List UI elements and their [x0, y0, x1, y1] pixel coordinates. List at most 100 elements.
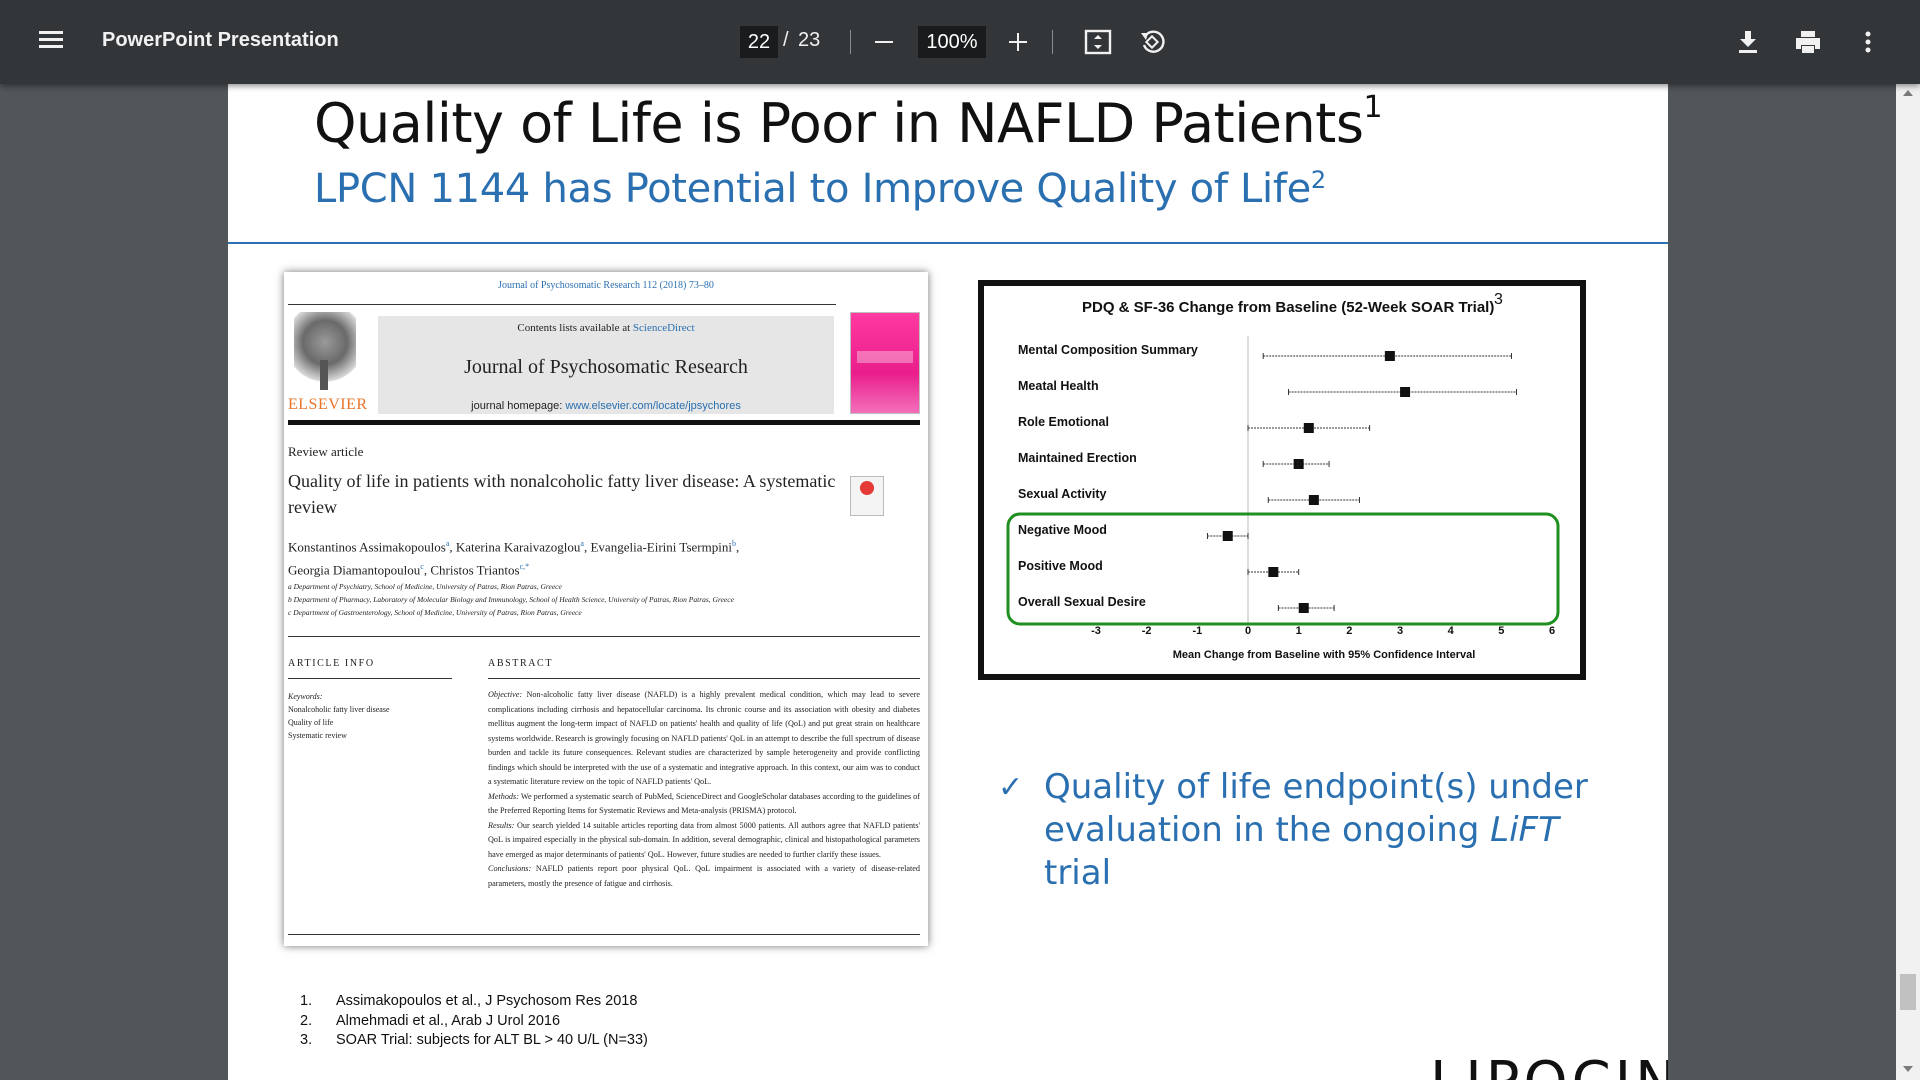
publisher-name: ELSEVIER	[288, 396, 368, 413]
document-title: PowerPoint Presentation	[102, 29, 339, 51]
x-tick-label: 0	[1245, 625, 1251, 637]
reference-number: 2.	[300, 1012, 313, 1029]
abstract-objective: Non-alcoholic fatty liver disease (NAFLD…	[488, 690, 920, 786]
print-button[interactable]	[1790, 24, 1826, 60]
author-affil: a	[580, 539, 584, 548]
x-tick-label: 6	[1549, 625, 1555, 637]
abstract-methods-label: Methods:	[488, 791, 519, 801]
row-label: Mental Composition Summary	[1018, 343, 1198, 357]
mean-point	[1268, 567, 1279, 577]
article-type: Review article	[288, 444, 364, 459]
logo-text: LIPOCINE	[1430, 1050, 1668, 1080]
reference-item: 2. Almehmadi et al., Arab J Urol 2016	[300, 1012, 648, 1032]
mean-point	[1384, 351, 1395, 361]
elsevier-tree-logo	[288, 312, 362, 410]
keyword: Nonalcoholic fatty liver disease	[288, 705, 390, 714]
keyword: Quality of life	[288, 718, 334, 727]
divider	[288, 304, 836, 305]
rotate-button[interactable]	[1134, 24, 1170, 60]
reference-number: 1.	[300, 993, 313, 1009]
contents-line: Contents lists available at ScienceDirec…	[378, 322, 834, 334]
x-axis-label: Mean Change from Baseline with 95% Confi…	[1173, 649, 1476, 661]
x-tick-label: 4	[1448, 625, 1455, 637]
author-sep: ,	[735, 539, 740, 555]
zoom-in-button[interactable]	[1000, 24, 1036, 60]
keyword: Systematic review	[288, 731, 347, 740]
author-affil: c	[420, 562, 424, 572]
abstract-results: Our search yielded 14 suitable articles …	[488, 820, 920, 859]
abstract-text: Objective: Non-alcoholic fatty liver dis…	[488, 688, 920, 891]
slide-subtitle: LPCN 1144 has Potential to Improve Quali…	[314, 166, 1326, 212]
title-divider	[228, 242, 1668, 244]
forest-plot-svg: PDQ & SF-36 Change from Baseline (52-Wee…	[1006, 291, 1560, 661]
references-list: 1. Assimakopoulos et al., J Psychosom Res…	[300, 992, 648, 1051]
slide-title-text: Quality of Life is Poor in NAFLD Patient…	[314, 92, 1364, 155]
divider	[288, 934, 920, 935]
row-label: Sexual Activity	[1018, 487, 1107, 501]
author: Georgia Diamantopoulou	[288, 562, 421, 578]
author: , Christos Triantos	[423, 562, 520, 578]
divider	[488, 678, 920, 679]
reference-text: Assimakopoulos et al., J Psychosom Res 2…	[336, 993, 638, 1009]
row-label: Maintained Erection	[1018, 451, 1137, 465]
page-separator: /	[783, 29, 789, 51]
bullet-text-main: Quality of life endpoint(s) under evalua…	[1044, 767, 1588, 850]
mean-point	[1293, 459, 1304, 469]
forest-plot-chart: PDQ & SF-36 Change from Baseline (52-Wee…	[978, 280, 1586, 680]
article-title: Quality of life in patients with nonalco…	[288, 471, 836, 517]
bullet-text-italic: LiFT	[1490, 810, 1559, 850]
row-label: Overall Sexual Desire	[1018, 595, 1146, 609]
divider	[288, 678, 452, 679]
download-icon	[1739, 31, 1757, 53]
article-authors: Konstantinos Assimakopoulosa, Katerina K…	[288, 534, 848, 581]
x-tick-label: -1	[1192, 625, 1202, 637]
journal-name: Journal of Psychosomatic Research	[464, 356, 748, 378]
reference-item: 1. Assimakopoulos et al., J Psychosom Res…	[300, 992, 648, 1012]
author-affil: a	[445, 539, 450, 548]
scrollbar-thumb[interactable]	[1900, 974, 1916, 1010]
row-label: Positive Mood	[1018, 559, 1103, 573]
mean-point	[1222, 531, 1233, 541]
rotate-icon	[1141, 30, 1165, 53]
x-tick-label: 2	[1346, 625, 1352, 637]
mean-point	[1298, 603, 1309, 613]
vertical-scrollbar[interactable]	[1896, 84, 1920, 1080]
journal-cover-thumbnail	[850, 312, 920, 414]
scroll-down-arrow-icon[interactable]	[1903, 1066, 1913, 1072]
more-vert-icon	[1865, 31, 1871, 53]
affiliation: b Department of Pharmacy, Laboratory of …	[288, 595, 734, 604]
header-bar	[288, 420, 920, 425]
affiliation: c Department of Gastroenterology, School…	[288, 608, 582, 617]
mean-point	[1400, 387, 1411, 397]
more-actions-button[interactable]	[1850, 24, 1886, 60]
plus-icon	[1009, 33, 1027, 51]
fit-to-page-button[interactable]	[1080, 24, 1116, 60]
zoom-out-button[interactable]	[866, 24, 902, 60]
menu-icon[interactable]	[36, 28, 66, 56]
slide-title: Quality of Life is Poor in NAFLD Patient…	[314, 90, 1383, 155]
reference-item: 3. SOAR Trial: subjects for ALT BL > 40 U…	[300, 1031, 648, 1051]
author-affil: c,*	[519, 562, 530, 572]
page-number-input[interactable]: 22	[740, 26, 778, 58]
scroll-up-arrow-icon[interactable]	[1903, 90, 1913, 96]
row-label: Role Emotional	[1018, 415, 1109, 429]
toolbar-divider	[850, 30, 851, 54]
abstract-conclusions: NAFLD patients report poor physical QoL.…	[488, 864, 920, 888]
x-tick-label: -3	[1091, 625, 1101, 637]
row-label: Meatal Health	[1018, 379, 1099, 393]
contents-prefix: Contents lists available at	[517, 322, 633, 334]
zoom-input[interactable]: 100%	[918, 26, 986, 58]
download-button[interactable]	[1730, 24, 1766, 60]
affiliations: a Department of Psychiatry, School of Me…	[288, 580, 848, 619]
author-affil: b	[731, 539, 736, 548]
abstract-methods: We performed a systematic search of PubM…	[488, 791, 920, 816]
chart-title: PDQ & SF-36 Change from Baseline (52-Wee…	[1082, 299, 1494, 316]
x-tick-label: 5	[1498, 625, 1504, 637]
bullet-text-end: trial	[1044, 853, 1112, 893]
mean-point	[1308, 495, 1319, 505]
row-label: Negative Mood	[1018, 523, 1107, 537]
slide-title-footnote: 1	[1363, 90, 1383, 125]
checkmark-icon: ✓	[998, 770, 1024, 805]
homepage-prefix: journal homepage:	[471, 400, 566, 412]
x-tick-label: -2	[1142, 625, 1152, 637]
